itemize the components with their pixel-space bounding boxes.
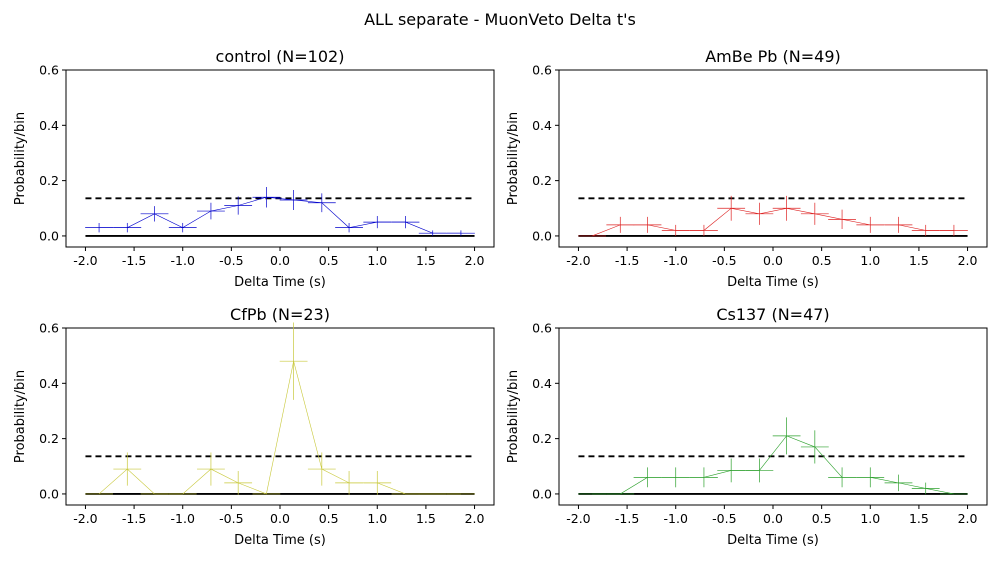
- y-tick-label: 0.4: [532, 376, 552, 391]
- x-tick-label: 1.0: [860, 253, 880, 268]
- series-line: [99, 196, 461, 234]
- y-tick-label: 0.6: [532, 321, 552, 336]
- plot-frame: [558, 327, 988, 506]
- subplot-title: AmBe Pb (N=49): [705, 47, 841, 66]
- subplot-grid: control (N=102) -2.0 -1.5 -1.0 -0.5 0.0 0.5 1.0…: [13, 47, 988, 548]
- y-tick-label: 0.2: [532, 173, 552, 188]
- x-tick-label: -1.0: [171, 253, 195, 268]
- x-tick-label: -1.0: [664, 511, 688, 526]
- x-tick-label: -1.0: [664, 253, 688, 268]
- subplot-3: CfPb (N=23) -2.0 -1.5 -1.0 -0.5 0.0 0.5 1.0 1.5 2…: [13, 305, 495, 548]
- subplot-1: control (N=102) -2.0 -1.5 -1.0 -0.5 0.0 0.5 1.0…: [13, 47, 495, 290]
- series-line: [98, 361, 461, 495]
- subplot-title: CfPb (N=23): [230, 305, 330, 324]
- y-tick-label: 0.4: [39, 376, 59, 391]
- y-axis-label: Probability/bin: [506, 112, 521, 205]
- y-tick-label: 0.6: [39, 63, 59, 78]
- x-tick-label: -1.5: [122, 511, 146, 526]
- x-tick-label: 0.0: [763, 253, 783, 268]
- x-tick-label: 0.5: [812, 253, 832, 268]
- x-axis-label: Delta Time (s): [234, 275, 326, 290]
- y-tick-label: 0.0: [39, 486, 59, 501]
- y-tick-label: 0.0: [39, 228, 59, 243]
- subplot-title: control (N=102): [216, 47, 345, 66]
- plot-frame: [65, 327, 495, 506]
- x-tick-label: 1.5: [416, 511, 436, 526]
- y-tick-label: 0.2: [39, 173, 59, 188]
- x-axis-label: Delta Time (s): [727, 533, 819, 548]
- x-tick-label: -2.0: [73, 253, 97, 268]
- y-tick-label: 0.0: [532, 228, 552, 243]
- y-axis-label: Probability/bin: [13, 370, 28, 463]
- y-axis-label: Probability/bin: [506, 370, 521, 463]
- x-tick-label: 0.5: [812, 511, 832, 526]
- subplot-2: AmBe Pb (N=49) -2.0 -1.5 -1.0 -0.5 0.0 0.5 1.0 1…: [506, 47, 988, 290]
- x-tick-label: 2.0: [958, 253, 978, 268]
- x-tick-label: 1.5: [909, 253, 929, 268]
- x-tick-label: 0.5: [319, 253, 339, 268]
- figure-suptitle: ALL separate - MuonVeto Delta t's: [364, 10, 636, 29]
- y-tick-label: 0.2: [532, 431, 552, 446]
- x-tick-label: -2.0: [566, 511, 590, 526]
- x-tick-label: 1.5: [909, 511, 929, 526]
- series-line: [592, 435, 954, 495]
- subplot-title: Cs137 (N=47): [716, 305, 829, 324]
- x-tick-label: -1.0: [171, 511, 195, 526]
- x-tick-label: -1.5: [615, 511, 639, 526]
- x-tick-label: 2.0: [465, 253, 485, 268]
- x-tick-label: -0.5: [712, 511, 736, 526]
- x-tick-label: 1.0: [367, 511, 387, 526]
- subplot-4: Cs137 (N=47) -2.0 -1.5 -1.0 -0.5 0.0 0.5 1.0 1.5…: [506, 305, 988, 548]
- x-tick-label: 0.0: [270, 511, 290, 526]
- x-axis-label: Delta Time (s): [234, 533, 326, 548]
- x-tick-label: 0.5: [319, 511, 339, 526]
- x-tick-label: 0.0: [763, 511, 783, 526]
- x-axis-label: Delta Time (s): [727, 275, 819, 290]
- y-axis-label: Probability/bin: [13, 112, 28, 205]
- x-tick-label: -1.5: [122, 253, 146, 268]
- x-tick-label: -0.5: [712, 253, 736, 268]
- x-tick-label: 1.5: [416, 253, 436, 268]
- x-tick-label: 2.0: [958, 511, 978, 526]
- plot-frame: [65, 69, 495, 248]
- x-tick-label: 1.0: [860, 511, 880, 526]
- y-tick-label: 0.6: [532, 63, 552, 78]
- series-line: [591, 207, 954, 237]
- x-tick-label: 2.0: [465, 511, 485, 526]
- x-tick-label: -1.5: [615, 253, 639, 268]
- x-tick-label: 1.0: [367, 253, 387, 268]
- x-tick-label: 0.0: [270, 253, 290, 268]
- y-tick-label: 0.0: [532, 486, 552, 501]
- plot-frame: [558, 69, 988, 248]
- x-tick-label: -0.5: [219, 511, 243, 526]
- x-tick-label: -0.5: [219, 253, 243, 268]
- y-tick-label: 0.6: [39, 321, 59, 336]
- y-tick-label: 0.2: [39, 431, 59, 446]
- x-tick-label: -2.0: [566, 253, 590, 268]
- x-tick-label: -2.0: [73, 511, 97, 526]
- y-tick-label: 0.4: [39, 118, 59, 133]
- y-tick-label: 0.4: [532, 118, 552, 133]
